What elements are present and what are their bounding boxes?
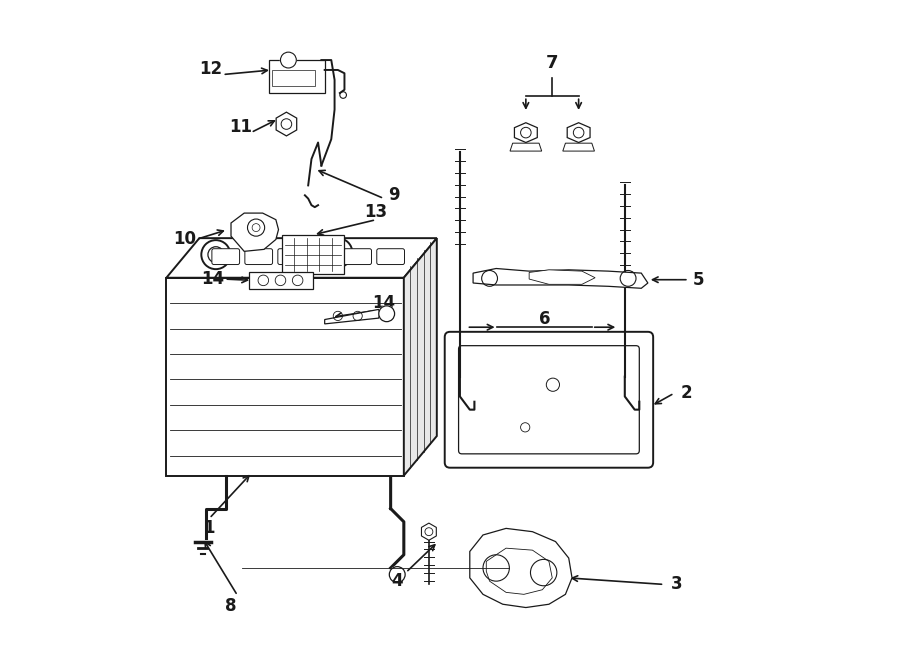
Text: 2: 2 (680, 384, 692, 402)
Text: 6: 6 (538, 310, 550, 329)
Polygon shape (515, 123, 537, 143)
FancyBboxPatch shape (445, 332, 653, 468)
Text: 3: 3 (670, 576, 682, 594)
Bar (248, 272, 313, 289)
Polygon shape (325, 309, 379, 324)
Polygon shape (231, 213, 278, 251)
Circle shape (202, 240, 230, 269)
Bar (272, 70, 315, 87)
Polygon shape (470, 528, 572, 607)
Text: 10: 10 (174, 231, 196, 249)
Text: 13: 13 (364, 203, 388, 221)
FancyBboxPatch shape (245, 249, 273, 264)
FancyBboxPatch shape (268, 60, 325, 93)
Text: 1: 1 (203, 520, 215, 537)
Circle shape (390, 566, 405, 582)
Polygon shape (486, 548, 553, 594)
Polygon shape (276, 112, 297, 136)
FancyBboxPatch shape (377, 249, 404, 264)
Circle shape (379, 306, 394, 322)
Text: 7: 7 (546, 54, 559, 72)
FancyBboxPatch shape (459, 346, 639, 454)
Text: 5: 5 (693, 271, 705, 289)
Polygon shape (510, 143, 542, 151)
Text: 4: 4 (392, 572, 403, 590)
Text: 12: 12 (200, 60, 223, 78)
Text: 9: 9 (388, 186, 400, 204)
FancyBboxPatch shape (212, 249, 239, 264)
Bar (282, 235, 345, 274)
Polygon shape (562, 143, 595, 151)
Polygon shape (529, 270, 595, 284)
Polygon shape (421, 523, 436, 540)
Circle shape (248, 219, 265, 236)
Circle shape (281, 52, 296, 68)
Polygon shape (404, 238, 436, 476)
Polygon shape (166, 238, 436, 278)
Polygon shape (567, 123, 590, 143)
Circle shape (323, 238, 353, 267)
Polygon shape (473, 268, 648, 288)
Text: 11: 11 (229, 118, 252, 136)
Text: 8: 8 (225, 598, 237, 615)
Text: 14: 14 (201, 270, 224, 288)
FancyBboxPatch shape (310, 249, 338, 264)
FancyBboxPatch shape (278, 249, 305, 264)
Text: 14: 14 (373, 293, 396, 312)
Bar (166, 278, 404, 476)
FancyBboxPatch shape (344, 249, 372, 264)
